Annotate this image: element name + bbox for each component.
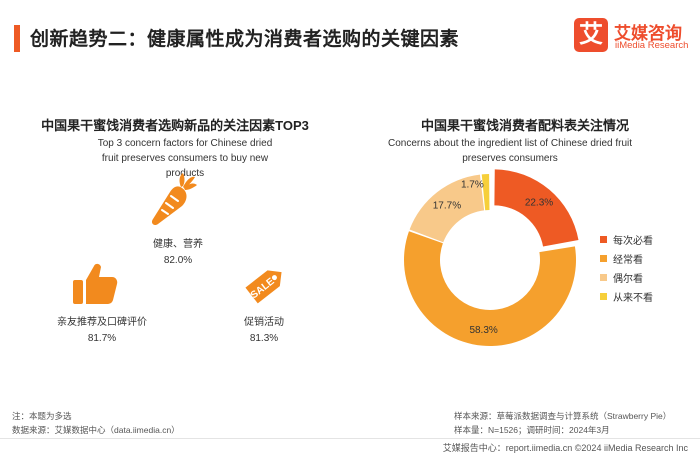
carrot-icon xyxy=(151,173,197,226)
legend-swatch xyxy=(600,274,607,281)
donut-legend: 每次必看经常看偶尔看从来不看 xyxy=(600,230,653,306)
donut-slice-1 xyxy=(494,169,579,247)
page-title: 创新趋势二：健康属性成为消费者选购的关键因素 xyxy=(30,29,460,50)
factor-value-promotion: 81.3% xyxy=(249,333,279,344)
legend-label: 从来不看 xyxy=(613,293,653,304)
factor-label-health: 健康、营养 xyxy=(153,239,203,250)
thumbs-up-icon xyxy=(73,263,118,304)
footer-text: 艾媒报告中心：report.iimedia.cn ©2024 iiMedia R… xyxy=(442,443,688,453)
header: 创新趋势二：健康属性成为消费者选购的关键因素 艾 艾媒咨询 iiMedia Re… xyxy=(0,0,700,72)
iimedia-logo: 艾 艾媒咨询 iiMedia Research xyxy=(574,16,692,58)
donut-label-4: 1.7% xyxy=(461,180,484,191)
legend-swatch xyxy=(600,236,607,243)
left-chart-title: 中国果干蜜饯消费者选购新品的关注因素TOP3 xyxy=(41,118,309,133)
donut-chart: 22.3% 58.3% 17.7%1.7% xyxy=(404,169,579,346)
legend-swatch xyxy=(600,255,607,262)
donut-slice-4 xyxy=(481,174,490,211)
title-accent-bar xyxy=(14,25,20,52)
footnote-note: 注：本题为多选 xyxy=(12,411,72,421)
legend-item-3: 偶尔看 xyxy=(600,268,653,287)
sale-tag-icon: SALE xyxy=(245,270,282,304)
footnote-sample-size: 样本量：N=1526；调研时间：2024年3月 xyxy=(454,425,610,435)
donut-slice-2 xyxy=(404,231,576,346)
donut-label-1: 22.3% xyxy=(525,197,553,208)
legend-item-2: 经常看 xyxy=(600,249,653,268)
legend-item-4: 从来不看 xyxy=(600,287,653,306)
legend-item-1: 每次必看 xyxy=(600,230,653,249)
donut-label-3: 17.7% xyxy=(433,200,461,211)
right-chart-title: 中国果干蜜饯消费者配料表关注情况 xyxy=(420,118,629,133)
footer-divider xyxy=(0,438,700,439)
donut-slice-3 xyxy=(409,174,485,243)
donut-label-2: 58.3% xyxy=(469,325,497,336)
factor-value-recommendation: 81.7% xyxy=(87,333,117,344)
logo-mark: 艾 xyxy=(574,18,608,52)
logo-cn-text: 艾媒咨询 xyxy=(614,24,682,43)
left-chart-subtitle: Top 3 concern factors for Chinese dried … xyxy=(97,138,273,179)
legend-label: 每次必看 xyxy=(613,236,653,247)
right-chart-subtitle: Concerns about the ingredient list of Ch… xyxy=(387,138,633,164)
factor-value-health: 82.0% xyxy=(163,255,193,266)
legend-label: 经常看 xyxy=(613,255,643,266)
legend-label: 偶尔看 xyxy=(613,274,643,285)
legend-swatch xyxy=(600,293,607,300)
footnote-sample-source: 样本来源：草莓派数据调查与计算系统（Strawberry Pie） xyxy=(454,411,672,421)
factor-label-promotion: 促销活动 xyxy=(244,317,284,328)
footnote-source: 数据来源：艾媒数据中心（data.iimedia.cn） xyxy=(12,425,180,435)
logo-en-text: iiMedia Research xyxy=(615,40,689,51)
factor-label-recommendation: 亲友推荐及口碑评价 xyxy=(57,317,147,328)
